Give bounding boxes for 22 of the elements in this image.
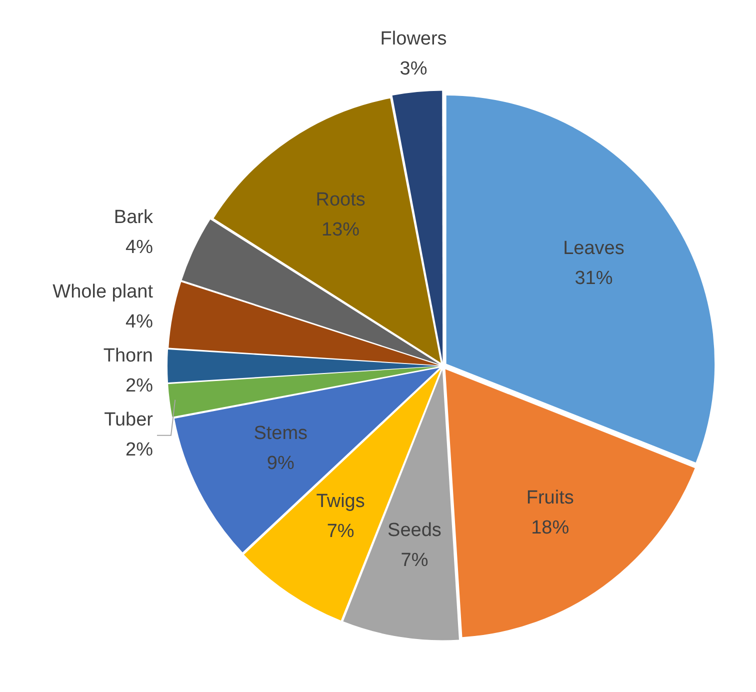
data-label: 7%	[400, 550, 428, 572]
data-label: 31%	[574, 268, 613, 289]
slice-label: Thorn	[103, 346, 153, 367]
slice-label: Fruits	[526, 488, 574, 509]
data-label: 7%	[326, 520, 354, 542]
slice-label: Seeds	[388, 520, 442, 542]
data-label: 2%	[126, 440, 154, 461]
slice-label: Roots	[316, 190, 366, 211]
slice-label: Flowers	[380, 28, 447, 50]
slice-label: Leaves	[563, 238, 624, 259]
data-label: 3%	[400, 58, 428, 80]
data-label: 9%	[266, 452, 294, 474]
data-label: 4%	[126, 236, 154, 258]
slice-label: Whole plant	[52, 282, 154, 303]
data-label: 2%	[126, 376, 154, 397]
data-label: 4%	[126, 312, 154, 333]
data-label: 18%	[531, 518, 570, 539]
data-label: 13%	[322, 220, 360, 241]
slice-label: Stems	[254, 422, 308, 444]
slice-label: Bark	[114, 206, 154, 228]
slice-label: Twigs	[316, 490, 365, 512]
slice-label: Tuber	[104, 410, 154, 431]
